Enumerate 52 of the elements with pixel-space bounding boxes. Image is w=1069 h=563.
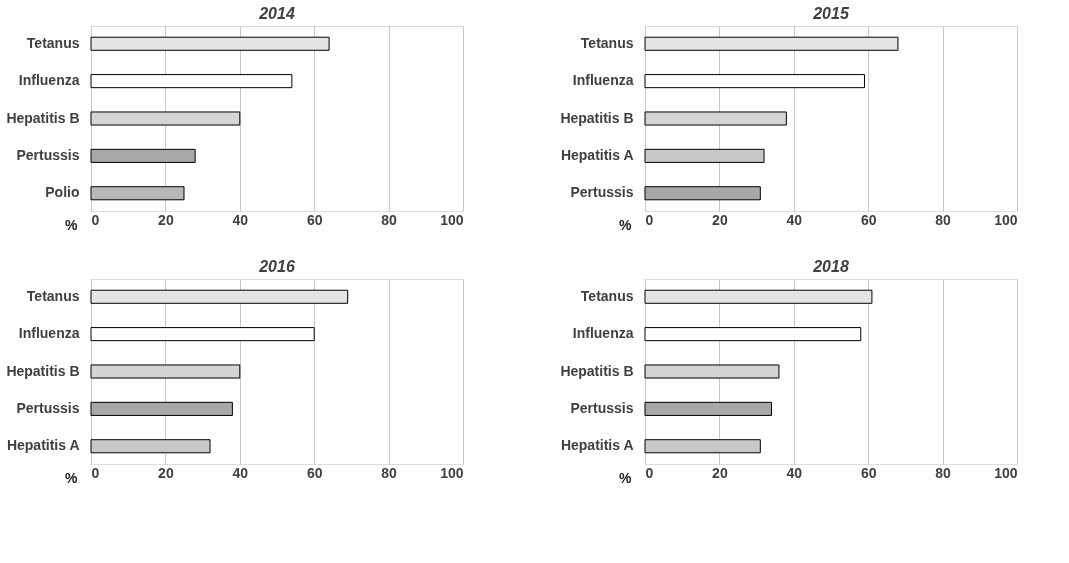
y-tick-label: Pertussis — [570, 184, 634, 201]
x-tick-label: 100 — [440, 464, 464, 481]
x-tick-label: 100 — [994, 464, 1018, 481]
x-tick-label: 40 — [232, 211, 249, 228]
x-tick-label: 60 — [860, 464, 877, 481]
y-tick-label: Influenza — [572, 72, 634, 89]
y-tick-label: Influenza — [18, 325, 80, 342]
y-tick-label: Tetanus — [580, 34, 634, 51]
y-tick-label: Tetanus — [580, 287, 634, 304]
x-tick-label: 100 — [994, 211, 1018, 228]
y-tick-label: Tetanus — [26, 287, 80, 304]
x-tick-label: 80 — [935, 464, 952, 481]
chart-title: 2016 — [258, 258, 295, 275]
x-tick-label: 0 — [91, 211, 100, 228]
y-tick-label: Hepatitis B — [6, 362, 80, 379]
x-axis-title: % — [65, 469, 79, 486]
chart-title: 2014 — [258, 5, 295, 22]
chart-title: 2015 — [812, 5, 850, 22]
x-tick-label: 60 — [860, 211, 877, 228]
x-tick-label: 20 — [158, 464, 174, 481]
y-tick-label: Hepatitis A — [560, 146, 634, 163]
y-tick-label: Tetanus — [26, 34, 80, 51]
x-tick-label: 20 — [712, 211, 728, 228]
x-tick-label: 20 — [712, 464, 728, 481]
y-tick-label: Polio — [45, 184, 80, 201]
x-tick-label: 100 — [440, 211, 464, 228]
x-tick-label: 60 — [306, 211, 323, 228]
x-tick-label: 80 — [381, 211, 398, 228]
x-axis-title: % — [619, 216, 633, 233]
chart-title: 2018 — [812, 258, 849, 275]
y-tick-label: Influenza — [18, 72, 80, 89]
y-tick-label: Hepatitis A — [560, 437, 634, 454]
x-tick-label: 40 — [786, 211, 803, 228]
x-tick-label: 80 — [935, 211, 952, 228]
x-tick-label: 80 — [381, 464, 398, 481]
x-tick-label: 40 — [786, 464, 803, 481]
y-tick-label: Pertussis — [16, 146, 80, 163]
y-tick-label: Pertussis — [16, 399, 80, 416]
y-tick-label: Hepatitis B — [6, 109, 80, 126]
x-tick-label: 40 — [232, 464, 249, 481]
x-tick-label: 0 — [91, 464, 100, 481]
y-tick-label: Hepatitis B — [560, 109, 634, 126]
x-tick-label: 0 — [645, 211, 654, 228]
x-tick-label: 20 — [158, 211, 174, 228]
x-axis-title: % — [65, 216, 79, 233]
x-tick-label: 60 — [306, 464, 323, 481]
y-tick-label: Influenza — [572, 325, 634, 342]
y-tick-label: Pertussis — [570, 399, 634, 416]
y-tick-label: Hepatitis B — [560, 362, 634, 379]
x-axis-title: % — [619, 469, 633, 486]
x-tick-label: 0 — [645, 464, 654, 481]
y-tick-label: Hepatitis A — [6, 437, 80, 454]
